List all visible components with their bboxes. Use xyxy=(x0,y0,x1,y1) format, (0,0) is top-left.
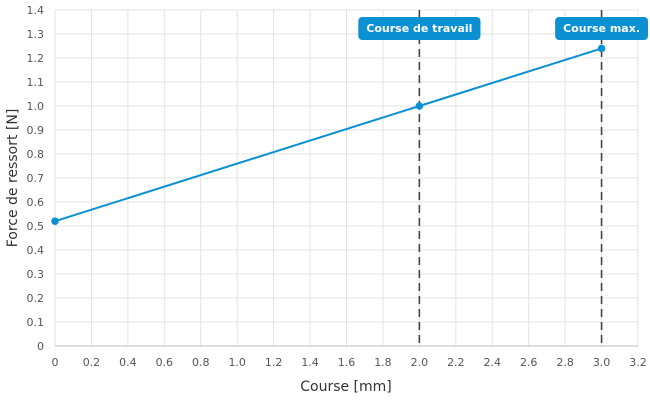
annotation-label: Course max. xyxy=(555,17,649,40)
x-tick-label: 2.0 xyxy=(411,356,429,369)
y-tick-label: 1.4 xyxy=(27,4,45,17)
course-markers xyxy=(418,10,603,346)
annotation-label: Course de travail xyxy=(358,17,481,40)
y-tick-label: 0.9 xyxy=(27,124,45,137)
x-tick-label: 1.0 xyxy=(228,356,246,369)
data-point xyxy=(597,44,606,53)
x-tick-label: 0 xyxy=(52,356,59,369)
x-tick-label: 3.2 xyxy=(629,356,647,369)
y-tick-label: 0.3 xyxy=(27,268,45,281)
x-tick-label: 1.6 xyxy=(338,356,356,369)
data-point xyxy=(51,217,59,225)
y-tick-label: 0.8 xyxy=(27,148,45,161)
data-point xyxy=(415,102,424,110)
y-tick-label: 0.4 xyxy=(27,244,45,257)
annotation-text: Course max. xyxy=(563,22,640,35)
y-tick-label: 1.1 xyxy=(27,76,45,89)
x-tick-label: 1.2 xyxy=(265,356,283,369)
y-tick-label: 0.1 xyxy=(27,316,45,329)
x-tick-label: 0.6 xyxy=(156,356,174,369)
x-tick-label: 1.8 xyxy=(374,356,392,369)
y-tick-label: 0 xyxy=(37,340,44,353)
x-tick-label: 0.4 xyxy=(119,356,137,369)
y-tick-label: 0.2 xyxy=(27,292,45,305)
annotation-text: Course de travail xyxy=(366,22,472,35)
series xyxy=(51,44,606,225)
x-tick-label: 0.8 xyxy=(192,356,210,369)
tick-labels: 0 0.2 0.4 0.6 0.8 1.0 1.2 1.4 1.6 1.8 2.0 2.2 2.4 2.6… xyxy=(27,4,647,369)
x-axis-title: Course [mm] xyxy=(300,379,392,395)
x-tick-label: 2.8 xyxy=(556,356,574,369)
annotation-box xyxy=(555,17,649,40)
grid xyxy=(54,9,639,347)
series-line xyxy=(54,47,602,223)
y-tick-label: 1.3 xyxy=(27,28,45,41)
x-tick-label: 2.6 xyxy=(520,356,538,369)
y-tick-label: 0.7 xyxy=(27,172,45,185)
x-tick-label: 3.0 xyxy=(593,356,611,369)
annotation-box xyxy=(358,17,481,40)
y-tick-label: 0.5 xyxy=(27,220,45,233)
x-tick-label: 2.4 xyxy=(484,356,502,369)
y-tick-label: 0.6 xyxy=(27,196,45,209)
x-tick-label: 2.2 xyxy=(447,356,465,369)
y-tick-label: 1.0 xyxy=(27,100,45,113)
x-tick-label: 0.2 xyxy=(83,356,101,369)
y-tick-label: 1.2 xyxy=(27,52,45,65)
x-tick-label: 1.4 xyxy=(301,356,319,369)
y-axis-title: Force de ressort [N] xyxy=(5,109,21,248)
annotations: Course de travail Course max. xyxy=(358,17,649,40)
